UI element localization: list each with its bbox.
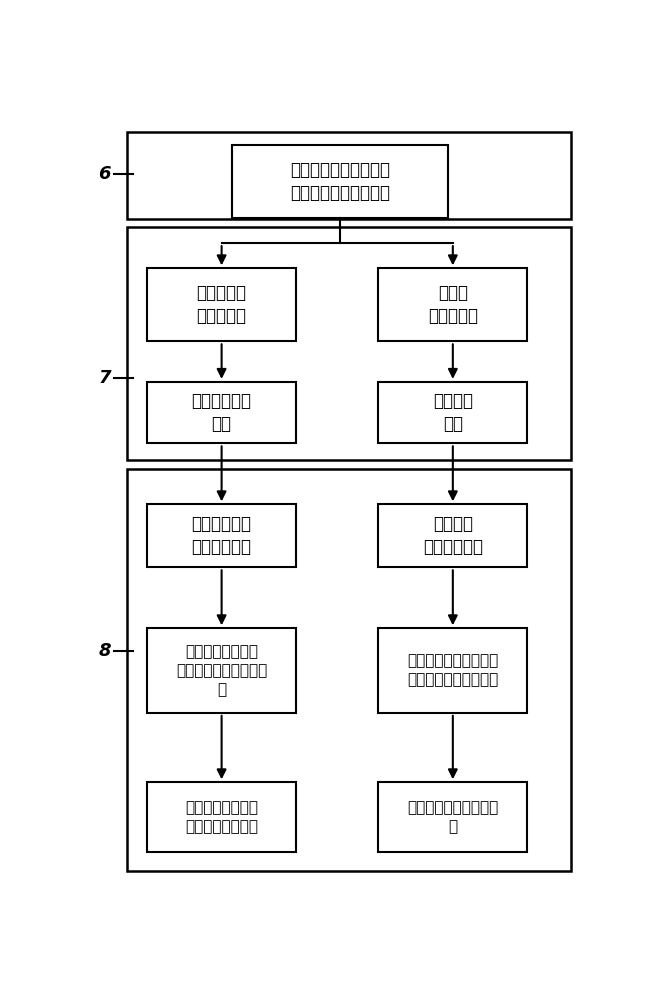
Text: 8: 8 (98, 642, 111, 660)
Bar (379, 504, 527, 567)
Bar (147, 782, 296, 852)
Text: 桥梁变
形信息监测: 桥梁变 形信息监测 (428, 284, 478, 325)
Text: 桥梁结构振
动信息监测: 桥梁结构振 动信息监测 (197, 284, 247, 325)
Text: 6: 6 (98, 165, 111, 183)
Bar (379, 782, 527, 852)
Text: 桥梁的静态、动态变形
角、动态挠度时程曲线: 桥梁的静态、动态变形 角、动态挠度时程曲线 (407, 653, 499, 688)
Text: 7: 7 (98, 369, 111, 387)
Bar (379, 628, 527, 713)
Bar (127, 469, 571, 871)
Bar (232, 145, 448, 218)
Bar (147, 504, 296, 567)
Text: 结构振动信息
数据处理分析: 结构振动信息 数据处理分析 (192, 515, 251, 556)
Text: 变形信息
数据处理分析: 变形信息 数据处理分析 (423, 515, 483, 556)
Text: 结构振动数据
传输: 结构振动数据 传输 (192, 392, 251, 433)
Text: 桥梁结构的动力冲击系
数: 桥梁结构的动力冲击系 数 (407, 800, 499, 834)
Bar (147, 628, 296, 713)
Text: 加速度时程曲线、
位移时程曲线、频谱曲
线: 加速度时程曲线、 位移时程曲线、频谱曲 线 (176, 644, 267, 697)
Bar (147, 268, 296, 341)
Bar (379, 268, 527, 341)
Text: 变形数据
传输: 变形数据 传输 (433, 392, 473, 433)
Bar (379, 382, 527, 443)
Text: 捷联惯导系统位置布设
（开展桥梁动载试验）: 捷联惯导系统位置布设 （开展桥梁动载试验） (290, 161, 390, 202)
Bar (127, 132, 571, 219)
Text: 桥梁结构的振幅、
阻尼比、固有频率: 桥梁结构的振幅、 阻尼比、固有频率 (185, 800, 258, 834)
Bar (147, 382, 296, 443)
Bar (127, 227, 571, 460)
